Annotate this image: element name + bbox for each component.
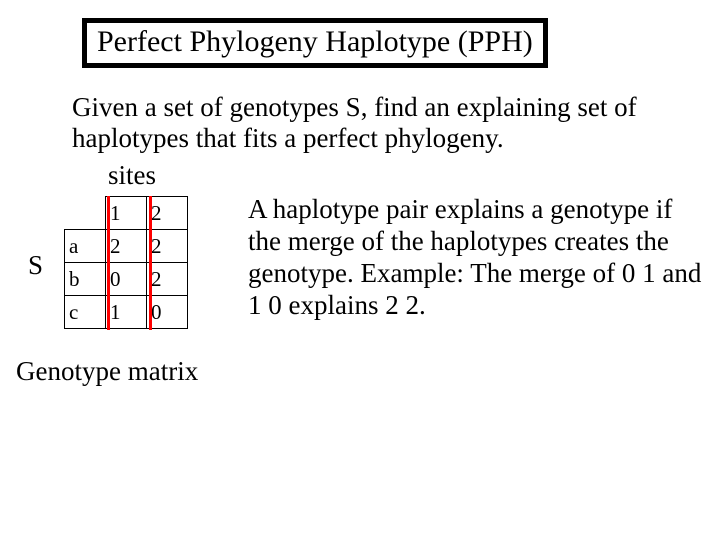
red-divider-line [107,196,110,330]
cell: 1 [106,296,147,329]
sites-label: sites [108,160,156,191]
table-header-row: 1 2 [65,197,188,230]
cell: 2 [147,263,188,296]
table-row: a 2 2 [65,230,188,263]
row-label: c [65,296,106,329]
table-row: b 0 2 [65,263,188,296]
title: Perfect Phylogeny Haplotype (PPH) [82,18,548,68]
table-row: c 1 0 [65,296,188,329]
red-divider-line [149,196,152,330]
row-label: a [65,230,106,263]
table-blank-cell [65,197,106,230]
set-s-label: S [28,250,43,281]
col-header: 2 [147,197,188,230]
cell: 2 [106,230,147,263]
row-label: b [65,263,106,296]
genotype-matrix-label: Genotype matrix [16,356,198,387]
genotype-table: 1 2 a 2 2 b 0 2 c 1 0 [64,196,188,329]
col-header: 1 [106,197,147,230]
cell: 0 [106,263,147,296]
cell: 2 [147,230,188,263]
explanation-text: A haplotype pair explains a genotype if … [248,194,708,321]
description: Given a set of genotypes S, find an expl… [72,92,692,154]
cell: 0 [147,296,188,329]
